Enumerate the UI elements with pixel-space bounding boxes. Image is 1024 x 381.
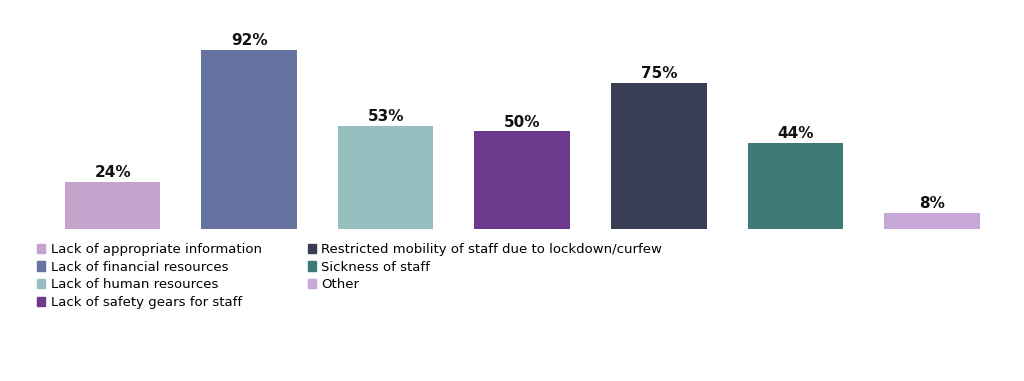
Bar xyxy=(474,131,570,229)
Text: 53%: 53% xyxy=(368,109,403,124)
Legend: Lack of appropriate information, Lack of financial resources, Lack of human reso: Lack of appropriate information, Lack of… xyxy=(37,243,662,309)
Bar xyxy=(748,143,843,229)
Bar xyxy=(202,50,297,229)
Text: 44%: 44% xyxy=(777,126,813,141)
Text: 75%: 75% xyxy=(641,66,677,81)
Text: 8%: 8% xyxy=(919,196,945,211)
Bar xyxy=(338,126,433,229)
Text: 24%: 24% xyxy=(94,165,131,180)
Text: 50%: 50% xyxy=(504,115,541,130)
Text: 92%: 92% xyxy=(230,33,267,48)
Bar xyxy=(884,213,980,229)
Bar xyxy=(65,182,161,229)
Bar xyxy=(611,83,707,229)
